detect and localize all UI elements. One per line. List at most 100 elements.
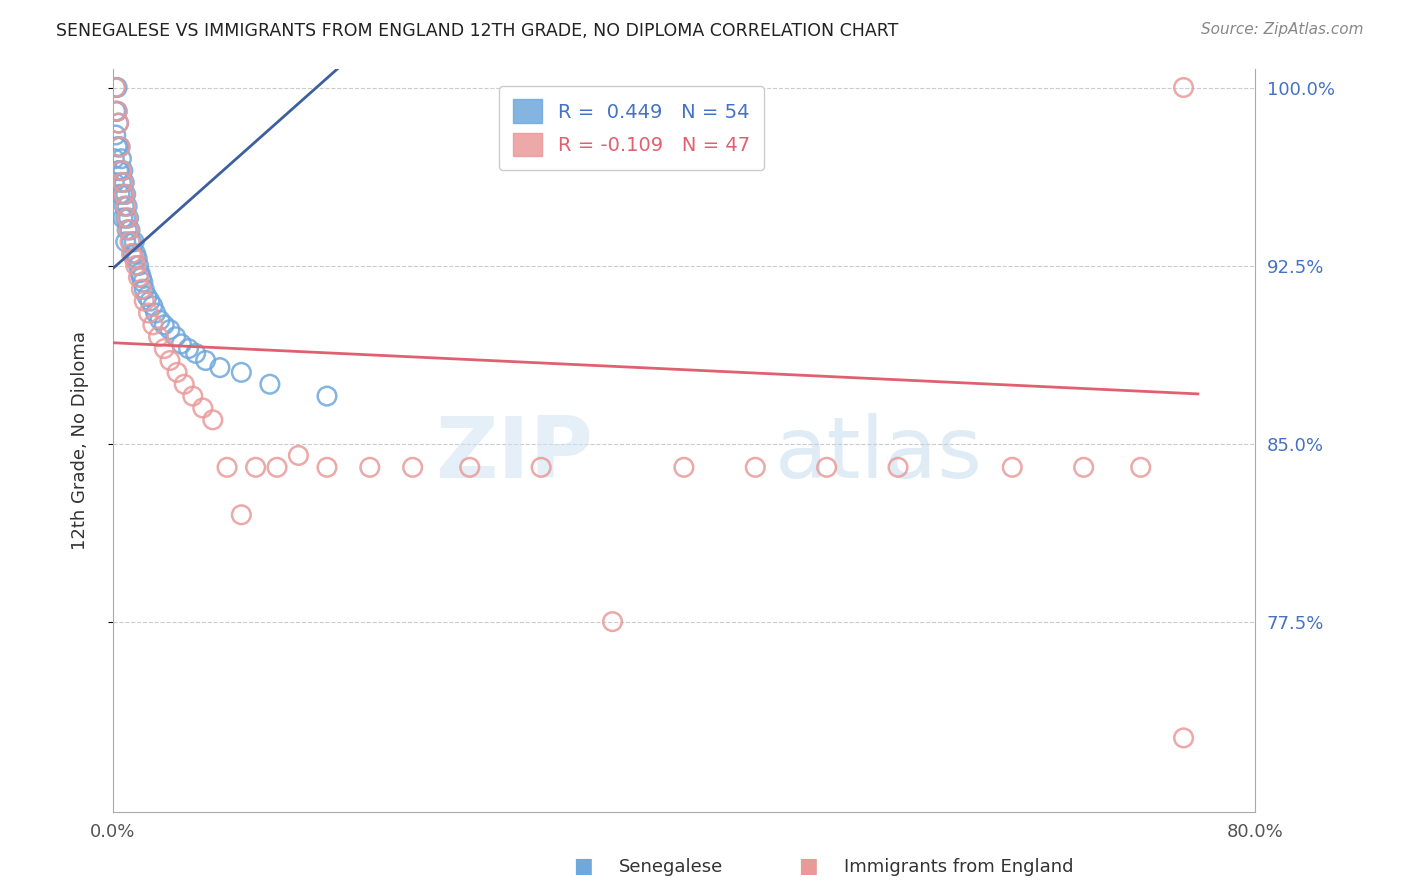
Point [316,460,339,475]
Point [118,223,141,237]
Text: ■: ■ [574,856,593,876]
Point [103,176,125,190]
Point [122,252,145,266]
Point [208,360,231,375]
Point [138,306,160,320]
Point [1173,731,1195,745]
Point [166,365,188,379]
Point [104,104,127,119]
Point [104,80,127,95]
Point [181,389,204,403]
Point [165,330,187,344]
Point [1129,460,1152,475]
Point [359,460,381,475]
Point [231,508,253,522]
Point [104,128,127,142]
Point [129,266,152,280]
Text: ZIP: ZIP [434,413,592,496]
Point [117,211,139,225]
Point [121,246,143,260]
Point [111,211,134,225]
Point [191,401,214,415]
Point [287,449,309,463]
Point [145,306,167,320]
Point [112,176,135,190]
Text: Source: ZipAtlas.com: Source: ZipAtlas.com [1201,22,1364,37]
Text: atlas: atlas [775,413,983,496]
Point [134,282,156,296]
Point [125,259,148,273]
Point [108,187,131,202]
Point [115,223,138,237]
Point [107,140,129,154]
Point [177,342,200,356]
Point [1073,460,1095,475]
Point [125,246,148,260]
Point [114,211,136,225]
Point [107,163,129,178]
Point [108,140,131,154]
Point [602,615,624,629]
Point [142,299,165,313]
Point [103,152,125,166]
Point [136,289,159,303]
Point [105,104,128,119]
Point [115,211,138,225]
Point [259,377,281,392]
Point [105,80,128,95]
Point [148,330,170,344]
Point [887,460,910,475]
Point [159,353,181,368]
Point [120,235,142,249]
Point [127,252,149,266]
Point [134,294,156,309]
Point [215,460,238,475]
Point [744,460,766,475]
Point [194,353,217,368]
Point [184,346,207,360]
Point [107,116,129,130]
Point [128,270,150,285]
Point [117,223,139,237]
Point [120,246,142,260]
Text: ■: ■ [799,856,818,876]
Point [142,318,165,332]
Point [110,176,132,190]
Point [1173,80,1195,95]
Point [153,342,176,356]
Point [108,140,131,154]
Point [115,199,138,213]
Point [201,413,224,427]
Point [104,80,127,95]
Point [1001,460,1024,475]
Point [131,270,153,285]
Point [118,235,141,249]
Point [122,235,145,249]
Point [112,187,135,202]
Point [132,275,155,289]
Y-axis label: 12th Grade, No Diploma: 12th Grade, No Diploma [72,331,89,549]
Point [110,152,132,166]
Point [114,187,136,202]
Point [401,460,423,475]
Point [105,140,128,154]
Text: Immigrants from England: Immigrants from England [844,858,1073,876]
Point [149,313,172,327]
Legend: R =  0.449   N = 54, R = -0.109   N = 47: R = 0.449 N = 54, R = -0.109 N = 47 [499,86,763,170]
Point [114,199,136,213]
Point [159,323,181,337]
Point [105,104,128,119]
Point [108,163,131,178]
Point [530,460,553,475]
Point [231,365,253,379]
Point [112,199,135,213]
Point [131,282,153,296]
Point [128,259,150,273]
Point [458,460,481,475]
Point [111,163,134,178]
Point [266,460,288,475]
Point [107,116,129,130]
Point [316,389,339,403]
Point [111,176,134,190]
Point [815,460,838,475]
